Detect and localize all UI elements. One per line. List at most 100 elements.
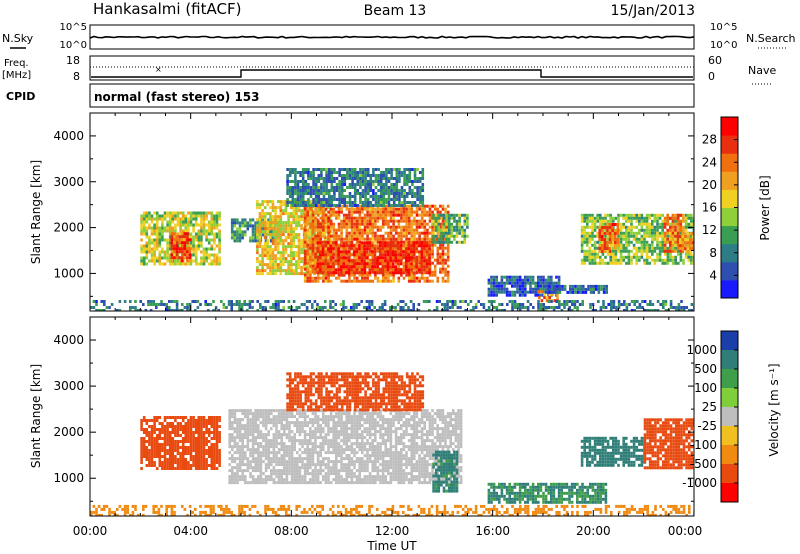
heatmap-cell: [387, 171, 391, 174]
heatmap-cell: [303, 279, 307, 283]
heatmap-cell: [171, 214, 175, 218]
heatmap-cell: [638, 216, 641, 220]
heatmap-cell: [311, 306, 314, 309]
heatmap-cell: [378, 259, 382, 263]
heatmap-cell: [314, 264, 317, 268]
heatmap-cell: [376, 246, 380, 250]
heatmap-cell: [420, 271, 424, 275]
heatmap-cell: [569, 284, 572, 288]
heatmap-cell: [382, 177, 386, 180]
heatmap-cell: [645, 246, 649, 250]
heatmap-cell: [690, 309, 694, 311]
heatmap-cell: [306, 276, 310, 280]
heatmap-cell: [357, 303, 361, 306]
heatmap-cell: [674, 261, 677, 265]
heatmap-cell: [173, 241, 176, 245]
heatmap-cell: [326, 247, 330, 251]
heatmap-cell: [179, 223, 182, 227]
heatmap-cell: [200, 214, 203, 218]
heatmap-cell: [625, 246, 628, 250]
heatmap-cell: [292, 269, 296, 273]
heatmap-cell: [589, 303, 592, 306]
heatmap-cell: [511, 290, 514, 294]
heatmap-cell: [508, 300, 512, 303]
heatmap-cell: [625, 216, 628, 220]
heatmap-cell: [586, 258, 589, 262]
heatmap-cell: [666, 231, 669, 235]
heatmap-cell: [311, 279, 315, 283]
heatmap-cell: [638, 249, 641, 253]
heatmap-cell: [160, 300, 163, 303]
heatmap-cell: [324, 256, 327, 260]
heatmap-cell: [418, 186, 422, 189]
heatmap-cell: [348, 216, 351, 220]
heatmap-cell: [666, 249, 669, 253]
heatmap-cell: [207, 232, 211, 236]
heatmap-cell: [197, 244, 201, 248]
heatmap-cell: [503, 290, 506, 294]
heatmap-cell: [361, 222, 364, 226]
heatmap-cell: [460, 234, 464, 238]
heatmap-cell: [215, 226, 219, 230]
heatmap-cell: [342, 237, 346, 241]
heatmap-cell: [356, 174, 360, 177]
heatmap-cell: [381, 253, 385, 257]
heatmap-cell: [643, 261, 646, 265]
heatmap-cell: [142, 256, 146, 260]
heatmap-cell: [381, 216, 385, 220]
heatmap-cell: [271, 254, 275, 258]
heatmap-cell: [142, 214, 146, 218]
heatmap-cell: [142, 226, 146, 230]
heatmap-cell: [361, 180, 365, 183]
heatmap-cell: [366, 231, 369, 235]
heatmap-cell: [325, 204, 328, 207]
heatmap-cell: [412, 244, 416, 248]
heatmap-cell: [591, 228, 594, 232]
heatmap-cell: [316, 273, 320, 277]
heatmap-cell: [656, 216, 659, 220]
heatmap-cell: [155, 247, 159, 251]
heatmap-cell: [316, 244, 320, 248]
heatmap-cell: [249, 239, 252, 243]
heatmap-cell: [490, 293, 493, 297]
heatmap-cell: [347, 268, 351, 272]
heatmap-cell: [418, 261, 421, 265]
heatmap-cell: [583, 252, 586, 256]
heatmap-cell: [342, 247, 346, 251]
heatmap-cell: [390, 186, 393, 189]
heatmap-cell: [326, 271, 330, 275]
heatmap-cell: [327, 195, 331, 198]
heatmap-cell: [453, 216, 456, 220]
heatmap-cell: [381, 210, 385, 214]
heatmap-cell: [446, 276, 450, 280]
heatmap-cell: [537, 293, 540, 297]
heatmap-cell: [682, 213, 685, 217]
heatmap-cell: [686, 244, 690, 248]
heatmap-cell: [308, 221, 311, 225]
heatmap-cell: [398, 171, 401, 174]
heatmap-cell: [679, 258, 683, 262]
heatmap-cell: [691, 235, 694, 239]
heatmap-cell: [338, 174, 341, 177]
heatmap-cell: [238, 239, 242, 243]
heatmap-cell: [687, 252, 690, 256]
heatmap-cell: [387, 276, 390, 280]
heatmap-cell: [436, 261, 440, 265]
heatmap-cell: [330, 189, 334, 192]
heatmap-cell: [287, 300, 291, 303]
heatmap-cell: [619, 234, 623, 238]
heatmap-cell: [403, 168, 406, 171]
heatmap-cell: [329, 222, 333, 226]
heatmap-cell: [669, 231, 672, 235]
heatmap-cell: [600, 284, 603, 288]
heatmap-cell: [366, 189, 370, 192]
heatmap-cell: [316, 255, 320, 259]
heatmap-cell: [361, 216, 364, 220]
heatmap-cell: [256, 221, 260, 225]
heatmap-cell: [423, 234, 427, 238]
heatmap-cell: [402, 234, 406, 238]
heatmap-cell: [376, 219, 380, 223]
heatmap-cell: [295, 206, 298, 210]
heatmap-cell: [355, 279, 359, 283]
heatmap-cell: [371, 253, 374, 257]
